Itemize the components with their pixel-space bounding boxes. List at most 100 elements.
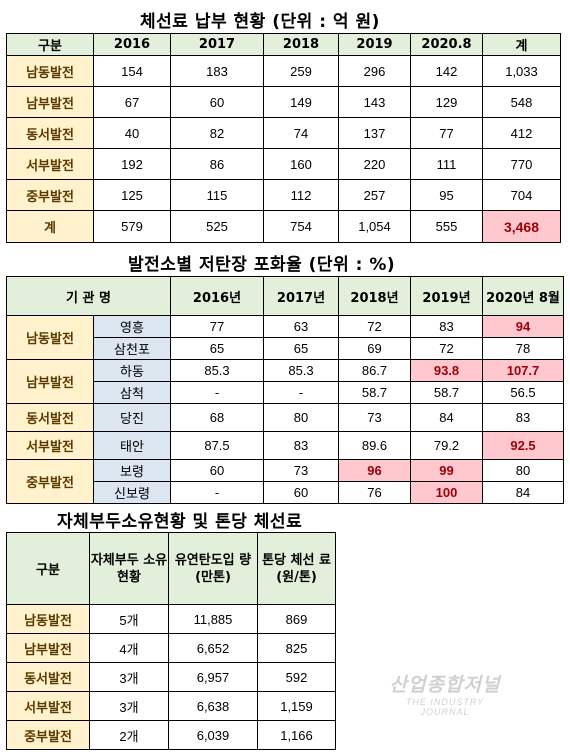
table-row: 남동발전 5개 11,885 869: [6, 604, 336, 634]
value-cell: 149: [263, 86, 339, 118]
col-header: 기 관 명: [6, 276, 171, 316]
value-cell: 112: [263, 179, 339, 211]
col-header: 2020년 8월: [482, 276, 564, 316]
value-cell: 825: [257, 633, 336, 663]
highlight-cell: 99: [410, 459, 483, 482]
plant-cell: 하동: [93, 359, 171, 382]
value-cell: 111: [410, 148, 483, 180]
watermark-main-text: 산업종합저널: [389, 674, 501, 696]
grand-total-cell: 3,468: [482, 210, 561, 243]
value-cell: 86: [170, 148, 264, 180]
plant-cell: 영흥: [93, 315, 171, 338]
value-cell: -: [170, 481, 264, 504]
org-cell: 남부발전: [6, 86, 94, 118]
value-cell: 80: [263, 403, 339, 432]
highlight-cell: 93.8: [410, 359, 483, 382]
table-row: 삼척 - - 58.7 58.7 56.5: [7, 381, 564, 404]
value-cell: 83: [482, 403, 564, 432]
value-cell: 72: [410, 337, 483, 360]
table3-header-row: 구분 자체부두 소유현황 유연탄도입 량 (만톤) 톤당 체선 료(원/톤): [6, 532, 336, 605]
total-cell: 704: [482, 179, 561, 211]
org-cell: 남동발전: [6, 315, 94, 360]
value-cell: 137: [338, 117, 411, 149]
table-row: 동서발전 당진 68 80 73 84 83: [6, 403, 564, 432]
value-cell: 592: [257, 662, 336, 692]
value-cell: 67: [93, 86, 171, 118]
value-cell: 80: [482, 459, 564, 482]
col-header: 톤당 체선 료(원/톤): [257, 532, 336, 605]
value-cell: 6,652: [168, 633, 258, 663]
coal-yard-saturation-table: 기 관 명 2016년 2017년 2018년 2019년 2020년 8월 남…: [6, 276, 564, 504]
table3-title: 자체부두소유현황 및 톤당 체선료: [57, 512, 303, 532]
value-cell: 6,039: [168, 720, 258, 750]
value-cell: 86.7: [338, 359, 411, 382]
col-header: 2016년: [170, 276, 264, 316]
value-cell: -: [170, 381, 264, 404]
org-cell: 중부발전: [6, 179, 94, 211]
sum-row: 계 579 525 754 1,054 555 3,468: [6, 210, 561, 243]
table-row: 서부발전 3개 6,638 1,159: [6, 691, 336, 721]
col-header: 2016: [93, 33, 171, 56]
value-cell: 4개: [89, 633, 169, 663]
value-cell: 296: [338, 55, 411, 87]
value-cell: 77: [410, 117, 483, 149]
table2-header-row: 기 관 명 2016년 2017년 2018년 2019년 2020년 8월: [6, 276, 564, 316]
value-cell: 56.5: [482, 381, 564, 404]
org-cell: 남부발전: [6, 359, 94, 404]
value-cell: 40: [93, 117, 171, 149]
org-cell: 중부발전: [6, 459, 94, 504]
table-row: 동서발전 3개 6,957 592: [6, 662, 336, 692]
org-cell: 남동발전: [6, 604, 90, 634]
col-header: 구분: [6, 33, 94, 56]
value-cell: 6,638: [168, 691, 258, 721]
value-cell: 58.7: [338, 381, 411, 404]
table-row: 남부발전 하동 85.3 85.3 86.7 93.8 107.7: [6, 359, 564, 404]
value-cell: 65: [170, 337, 264, 360]
value-cell: 3개: [89, 662, 169, 692]
value-cell: 1,166: [257, 720, 336, 750]
value-cell: 74: [263, 117, 339, 149]
plant-cell: 삼천포: [93, 337, 171, 360]
col-header: 2017: [170, 33, 264, 56]
table-row: 서부발전 태안 87.5 83 89.6 79.2 92.5: [6, 431, 564, 460]
table-row: 서부발전 192 86 160 220 111 770: [6, 148, 561, 180]
value-cell: 220: [338, 148, 411, 180]
value-cell: 83: [410, 315, 483, 338]
col-header: 2019: [338, 33, 411, 56]
table1-title: 체선료 납부 현황 (단위 : 억 원): [140, 12, 380, 32]
table-row: 신보령 - 60 76 100 84: [7, 481, 564, 504]
value-cell: 95: [410, 179, 483, 211]
value-cell: 143: [338, 86, 411, 118]
value-cell: 73: [338, 403, 411, 432]
col-header: 2018: [263, 33, 339, 56]
highlight-cell: 94: [482, 315, 564, 338]
org-cell: 남부발전: [6, 633, 90, 663]
value-cell: 84: [410, 403, 483, 432]
value-cell: 192: [93, 148, 171, 180]
org-cell: 동서발전: [6, 403, 94, 432]
value-cell: 84: [482, 481, 564, 504]
value-cell: 5개: [89, 604, 169, 634]
col-header: 구분: [6, 532, 90, 605]
publisher-watermark: 산업종합저널 THE INDUSTRY JOURNAL: [383, 670, 508, 717]
col-header: 2020.8: [410, 33, 483, 56]
value-cell: 69: [338, 337, 411, 360]
demurrage-payment-table: 구분 2016 2017 2018 2019 2020.8 계 남동발전 154…: [6, 33, 561, 243]
value-cell: 85.3: [263, 359, 339, 382]
col-header: 2017년: [263, 276, 339, 316]
value-cell: 2개: [89, 720, 169, 750]
table-row: 삼천포 65 65 69 72 78: [7, 337, 564, 360]
value-cell: 11,885: [168, 604, 258, 634]
value-cell: 754: [263, 210, 339, 243]
table-row: 남부발전 4개 6,652 825: [6, 633, 336, 663]
plant-cell: 태안: [93, 431, 171, 460]
org-cell: 동서발전: [6, 117, 94, 149]
value-cell: 129: [410, 86, 483, 118]
org-cell: 서부발전: [6, 148, 94, 180]
value-cell: 89.6: [338, 431, 411, 460]
plant-cell: 보령: [93, 459, 171, 482]
org-cell: 서부발전: [6, 691, 90, 721]
value-cell: -: [263, 381, 339, 404]
table-row: 남부발전 67 60 149 143 129 548: [6, 86, 561, 118]
value-cell: 160: [263, 148, 339, 180]
